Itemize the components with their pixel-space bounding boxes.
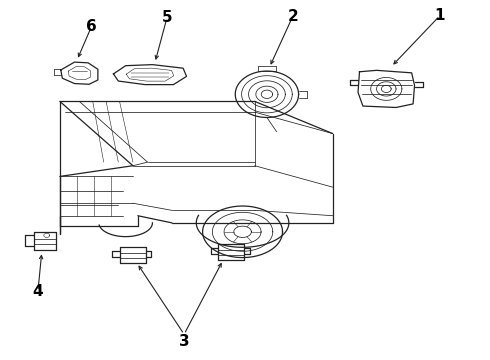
Text: 3: 3 — [179, 334, 190, 349]
Text: 6: 6 — [86, 19, 97, 34]
Text: 4: 4 — [33, 284, 43, 299]
Text: 5: 5 — [162, 10, 172, 25]
Text: 2: 2 — [287, 9, 298, 24]
Text: 1: 1 — [435, 8, 445, 23]
